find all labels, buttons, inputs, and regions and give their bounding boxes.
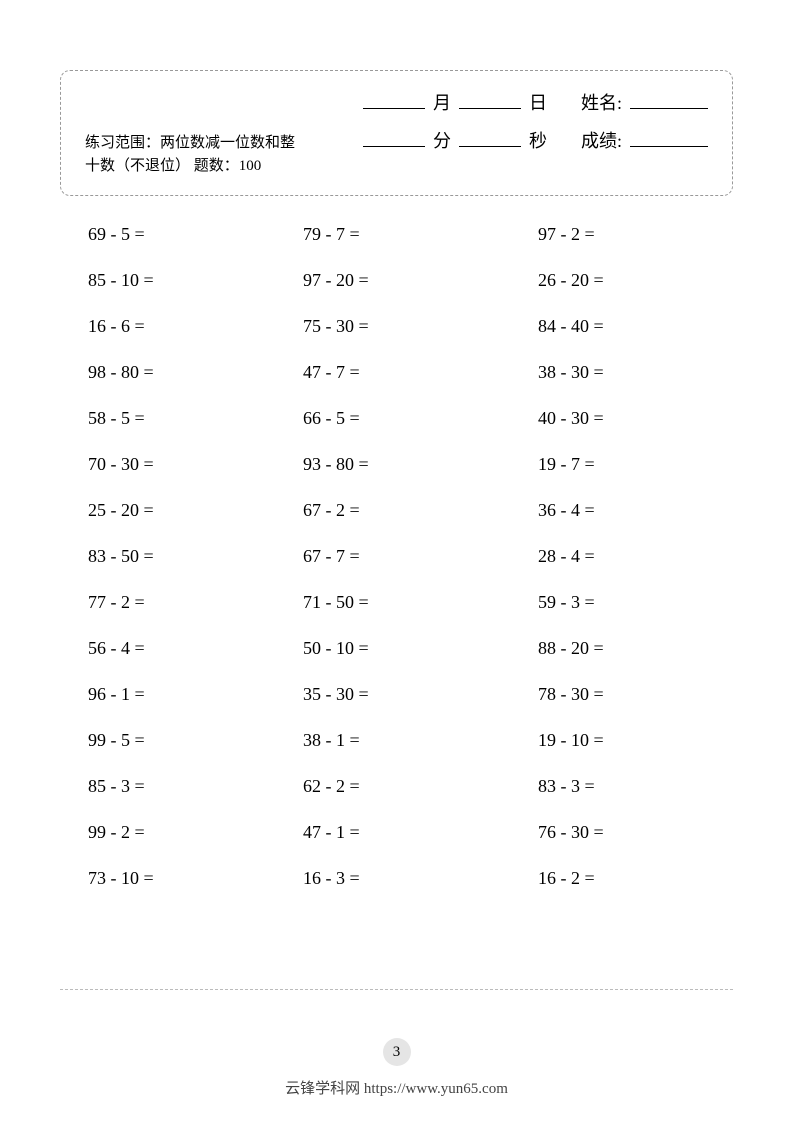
problem-row: 85 - 10 =97 - 20 =26 - 20 = xyxy=(88,270,733,291)
second-blank[interactable] xyxy=(459,127,521,147)
minute-blank[interactable] xyxy=(363,127,425,147)
problem-cell: 47 - 1 = xyxy=(303,822,518,843)
problem-cell: 25 - 20 = xyxy=(88,500,303,521)
problem-cell: 16 - 3 = xyxy=(303,868,518,889)
problem-cell: 73 - 10 = xyxy=(88,868,303,889)
problem-cell: 71 - 50 = xyxy=(303,592,518,613)
problem-cell: 99 - 2 = xyxy=(88,822,303,843)
name-label: 姓名: xyxy=(581,89,622,115)
header-box: 月 日 姓名: 练习范围：两位数减一位数和整 十数（不退位） 题数：100 分 … xyxy=(60,70,733,196)
problem-row: 98 - 80 =47 - 7 =38 - 30 = xyxy=(88,362,733,383)
desc-line2: 十数（不退位） 题数：100 xyxy=(85,158,261,174)
problem-cell: 77 - 2 = xyxy=(88,592,303,613)
problem-row: 99 - 2 =47 - 1 =76 - 30 = xyxy=(88,822,733,843)
page-number: 3 xyxy=(383,1038,411,1066)
problem-cell: 78 - 30 = xyxy=(538,684,738,705)
problem-row: 69 - 5 =79 - 7 =97 - 2 = xyxy=(88,224,733,245)
day-blank[interactable] xyxy=(459,89,521,109)
problem-cell: 67 - 2 = xyxy=(303,500,518,521)
problem-cell: 35 - 30 = xyxy=(303,684,518,705)
day-label: 日 xyxy=(529,89,547,115)
problem-cell: 76 - 30 = xyxy=(538,822,738,843)
header-row2: 练习范围：两位数减一位数和整 十数（不退位） 题数：100 分 秒 成绩: xyxy=(85,127,708,177)
problem-cell: 19 - 10 = xyxy=(538,730,738,751)
problem-row: 73 - 10 =16 - 3 =16 - 2 = xyxy=(88,868,733,889)
second-label: 秒 xyxy=(529,127,547,153)
problem-cell: 40 - 30 = xyxy=(538,408,738,429)
problem-cell: 93 - 80 = xyxy=(303,454,518,475)
month-label: 月 xyxy=(433,89,451,115)
problem-cell: 59 - 3 = xyxy=(538,592,738,613)
problem-cell: 99 - 5 = xyxy=(88,730,303,751)
header-row1: 月 日 姓名: xyxy=(85,89,708,115)
problem-cell: 38 - 30 = xyxy=(538,362,738,383)
problem-row: 85 - 3 =62 - 2 =83 - 3 = xyxy=(88,776,733,797)
problems-grid: 69 - 5 =79 - 7 =97 - 2 = 85 - 10 =97 - 20… xyxy=(60,224,733,889)
problem-cell: 70 - 30 = xyxy=(88,454,303,475)
problem-cell: 85 - 10 = xyxy=(88,270,303,291)
problem-cell: 79 - 7 = xyxy=(303,224,518,245)
problem-cell: 66 - 5 = xyxy=(303,408,518,429)
problem-cell: 16 - 2 = xyxy=(538,868,738,889)
problem-cell: 36 - 4 = xyxy=(538,500,738,521)
problem-cell: 84 - 40 = xyxy=(538,316,738,337)
problem-cell: 16 - 6 = xyxy=(88,316,303,337)
problem-cell: 50 - 10 = xyxy=(303,638,518,659)
bottom-divider xyxy=(60,989,733,990)
name-blank[interactable] xyxy=(630,89,708,109)
problem-cell: 83 - 50 = xyxy=(88,546,303,567)
problem-row: 56 - 4 =50 - 10 =88 - 20 = xyxy=(88,638,733,659)
problem-cell: 98 - 80 = xyxy=(88,362,303,383)
minute-label: 分 xyxy=(433,127,451,153)
desc-line1: 练习范围：两位数减一位数和整 xyxy=(85,135,295,151)
problem-cell: 69 - 5 = xyxy=(88,224,303,245)
problem-cell: 26 - 20 = xyxy=(538,270,738,291)
problem-cell: 47 - 7 = xyxy=(303,362,518,383)
problem-row: 96 - 1 =35 - 30 =78 - 30 = xyxy=(88,684,733,705)
problem-cell: 97 - 2 = xyxy=(538,224,738,245)
month-blank[interactable] xyxy=(363,89,425,109)
problem-cell: 62 - 2 = xyxy=(303,776,518,797)
problem-cell: 85 - 3 = xyxy=(88,776,303,797)
practice-description: 练习范围：两位数减一位数和整 十数（不退位） 题数：100 xyxy=(85,132,295,177)
problem-cell: 97 - 20 = xyxy=(303,270,518,291)
problem-row: 77 - 2 =71 - 50 =59 - 3 = xyxy=(88,592,733,613)
problem-cell: 83 - 3 = xyxy=(538,776,738,797)
problem-cell: 58 - 5 = xyxy=(88,408,303,429)
problem-cell: 38 - 1 = xyxy=(303,730,518,751)
problem-row: 58 - 5 =66 - 5 =40 - 30 = xyxy=(88,408,733,429)
problem-row: 70 - 30 =93 - 80 =19 - 7 = xyxy=(88,454,733,475)
problem-cell: 96 - 1 = xyxy=(88,684,303,705)
problem-row: 83 - 50 =67 - 7 =28 - 4 = xyxy=(88,546,733,567)
problem-cell: 67 - 7 = xyxy=(303,546,518,567)
problem-cell: 88 - 20 = xyxy=(538,638,738,659)
problem-cell: 75 - 30 = xyxy=(303,316,518,337)
problem-cell: 19 - 7 = xyxy=(538,454,738,475)
problem-cell: 56 - 4 = xyxy=(88,638,303,659)
problem-row: 25 - 20 =67 - 2 =36 - 4 = xyxy=(88,500,733,521)
footer-text: 云锋学科网 https://www.yun65.com xyxy=(0,1077,793,1098)
problem-cell: 28 - 4 = xyxy=(538,546,738,567)
problem-row: 16 - 6 =75 - 30 =84 - 40 = xyxy=(88,316,733,337)
score-blank[interactable] xyxy=(630,127,708,147)
problem-row: 99 - 5 =38 - 1 =19 - 10 = xyxy=(88,730,733,751)
score-label: 成绩: xyxy=(581,127,622,153)
